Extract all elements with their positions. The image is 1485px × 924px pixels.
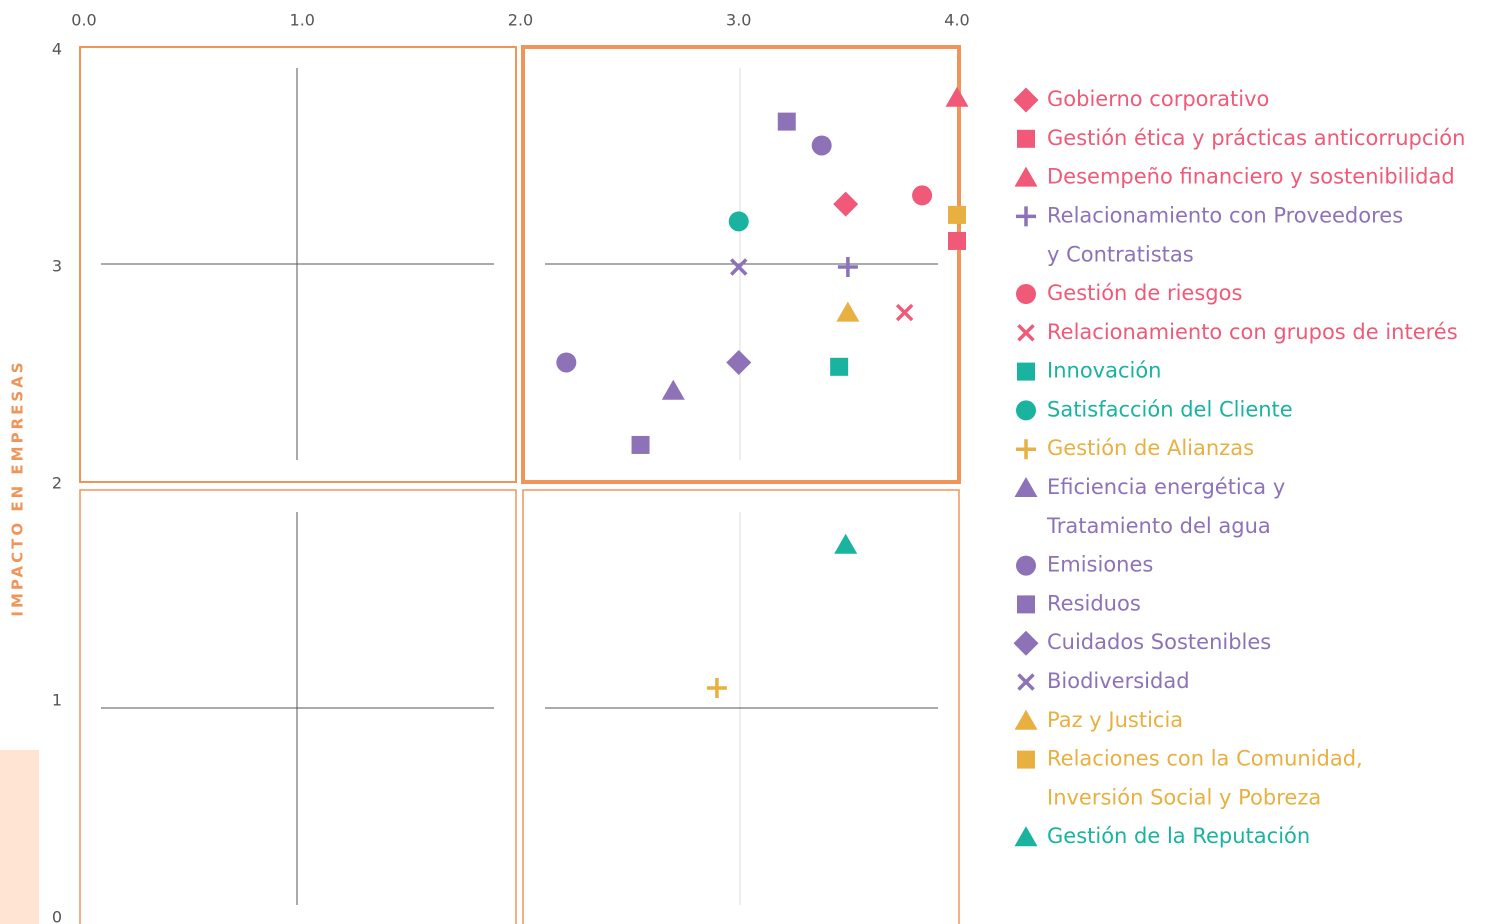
legend-label: Gobierno corporativo xyxy=(1047,87,1269,111)
x-tick-label: 2.0 xyxy=(508,11,533,30)
point xyxy=(912,185,933,206)
legend-marker xyxy=(1017,324,1035,342)
y-tick-label: 3 xyxy=(52,257,62,276)
point xyxy=(948,231,966,250)
quadrant xyxy=(79,489,517,924)
legend-label: Biodiversidad xyxy=(1047,669,1190,693)
decoration xyxy=(0,750,39,924)
point xyxy=(706,677,727,698)
quadrant xyxy=(79,46,517,483)
legend-label: Innovación xyxy=(1047,359,1162,383)
legend-label: Relacionamiento con grupos de interés xyxy=(1047,320,1458,344)
point xyxy=(661,379,685,400)
legend-marker xyxy=(1016,206,1036,227)
legend-marker xyxy=(1016,400,1036,421)
legend-marker xyxy=(1016,284,1036,304)
point xyxy=(728,211,749,232)
point xyxy=(777,112,796,131)
legend-marker xyxy=(1017,362,1035,381)
legend-label: Gestión de la Reputación xyxy=(1047,824,1310,848)
y-axis-label: IMPACTO EN EMPRESAS xyxy=(9,359,27,616)
legend-label: Residuos xyxy=(1047,591,1141,615)
y-tick-label: 1 xyxy=(52,691,62,710)
point xyxy=(631,435,650,454)
point xyxy=(836,301,860,322)
legend-label: Cuidados Sostenibles xyxy=(1047,630,1271,654)
legend-label: Eficiencia energética y Tratamiento del a… xyxy=(1046,475,1285,538)
legend-label: Gestión ética y prácticas anticorrupción xyxy=(1047,126,1465,150)
point xyxy=(730,258,748,276)
x-tick-label: 3.0 xyxy=(726,11,751,30)
legend-marker xyxy=(1014,709,1038,730)
legend-label: Emisiones xyxy=(1047,553,1153,577)
legend-label: Gestión de riesgos xyxy=(1047,281,1242,305)
legend-marker xyxy=(1014,826,1038,847)
y-tick-label: 0 xyxy=(52,908,62,924)
quadrant xyxy=(522,489,960,924)
point xyxy=(837,257,858,277)
legend-marker xyxy=(1016,555,1036,576)
legend-label: Relacionamiento con Proveedores y Contrat… xyxy=(1047,203,1403,266)
legend-marker xyxy=(1013,630,1039,656)
legend-label: Paz y Justicia xyxy=(1047,708,1183,732)
legend-label: Satisfacción del Cliente xyxy=(1047,397,1293,421)
crosshairs xyxy=(101,68,938,905)
point xyxy=(834,533,858,554)
legend-marker xyxy=(1017,595,1035,614)
x-tick-label: 1.0 xyxy=(290,11,315,30)
quadrant xyxy=(521,45,961,484)
x-tick-label: 0.0 xyxy=(71,11,96,30)
legend-marker xyxy=(1017,129,1035,148)
y-tick-label: 2 xyxy=(52,474,62,493)
legend-label: Relaciones con la Comunidad, Inversión So… xyxy=(1047,747,1363,810)
x-tick-label: 4.0 xyxy=(944,11,969,30)
legend-marker xyxy=(1016,439,1036,460)
legend-marker xyxy=(1014,166,1038,187)
point xyxy=(833,191,859,217)
point xyxy=(945,86,969,107)
point xyxy=(726,349,752,375)
point xyxy=(895,303,914,322)
legend-marker xyxy=(1017,673,1035,691)
point xyxy=(556,352,577,373)
point xyxy=(830,357,849,376)
point xyxy=(948,205,966,224)
legend-label: Desempeño financiero y sostenibilidad xyxy=(1047,165,1455,189)
legend-marker xyxy=(1014,477,1038,497)
legend-marker xyxy=(1017,750,1035,769)
legend-marker xyxy=(1013,87,1039,113)
point xyxy=(811,135,832,156)
legend-label: Gestión de Alianzas xyxy=(1047,436,1254,460)
y-tick-label: 4 xyxy=(52,40,62,59)
